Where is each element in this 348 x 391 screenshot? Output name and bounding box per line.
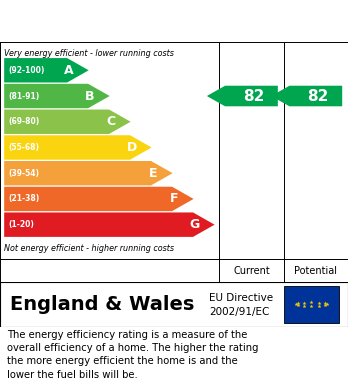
- Polygon shape: [4, 58, 89, 83]
- Text: EU Directive: EU Directive: [209, 292, 273, 303]
- Text: F: F: [169, 192, 178, 205]
- Text: 82: 82: [307, 88, 329, 104]
- Polygon shape: [207, 86, 278, 106]
- Text: (39-54): (39-54): [8, 169, 39, 178]
- Polygon shape: [4, 187, 193, 211]
- Text: E: E: [149, 167, 157, 180]
- Text: Energy Efficiency Rating: Energy Efficiency Rating: [9, 14, 230, 29]
- Text: (81-91): (81-91): [8, 91, 40, 100]
- Text: (1-20): (1-20): [8, 220, 34, 229]
- Text: (55-68): (55-68): [8, 143, 39, 152]
- FancyBboxPatch shape: [284, 285, 339, 323]
- Text: Potential: Potential: [294, 265, 337, 276]
- Text: England & Wales: England & Wales: [10, 295, 195, 314]
- Polygon shape: [271, 86, 342, 106]
- Polygon shape: [4, 109, 130, 134]
- Text: Not energy efficient - higher running costs: Not energy efficient - higher running co…: [4, 244, 174, 253]
- Text: B: B: [85, 90, 95, 102]
- Text: (21-38): (21-38): [8, 194, 40, 203]
- Text: C: C: [106, 115, 116, 128]
- Text: A: A: [64, 64, 74, 77]
- Polygon shape: [4, 84, 110, 108]
- Text: D: D: [127, 141, 137, 154]
- Text: 2002/91/EC: 2002/91/EC: [209, 307, 269, 317]
- Text: Very energy efficient - lower running costs: Very energy efficient - lower running co…: [4, 49, 174, 58]
- Polygon shape: [4, 212, 215, 237]
- Text: 82: 82: [243, 88, 264, 104]
- Text: The energy efficiency rating is a measure of the
overall efficiency of a home. T: The energy efficiency rating is a measur…: [7, 330, 259, 380]
- Polygon shape: [4, 135, 152, 160]
- Text: G: G: [190, 218, 200, 231]
- Text: Current: Current: [233, 265, 270, 276]
- Text: (69-80): (69-80): [8, 117, 40, 126]
- Text: (92-100): (92-100): [8, 66, 45, 75]
- Polygon shape: [4, 161, 173, 185]
